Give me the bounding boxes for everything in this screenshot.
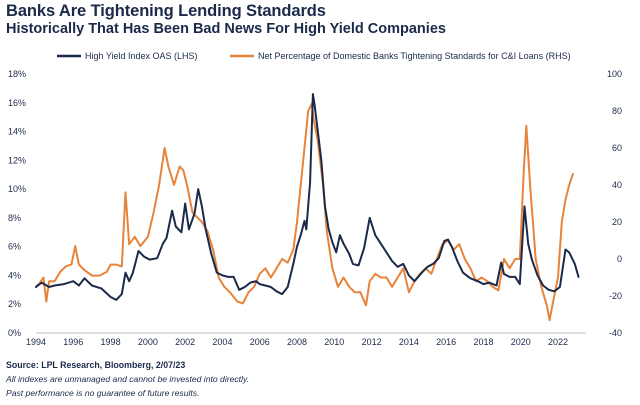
source-note: Source: LPL Research, Bloomberg, 2/07/23 xyxy=(6,360,186,370)
y-right-tick-label: -20 xyxy=(609,291,622,301)
y-left-tick-label: 18% xyxy=(8,69,26,79)
y-left-tick-label: 12% xyxy=(8,155,26,165)
y-left-tick-label: 0% xyxy=(8,328,21,338)
y-left-tick-label: 16% xyxy=(8,98,26,108)
x-tick-label: 2022 xyxy=(548,337,568,347)
x-tick-label: 2020 xyxy=(511,337,531,347)
x-tick-label: 2008 xyxy=(287,337,307,347)
x-tick-label: 1996 xyxy=(63,337,83,347)
y-right-tick-label: 0 xyxy=(617,254,622,264)
y-left-tick-label: 4% xyxy=(8,270,21,280)
disclaimer-performance: Past performance is no guarantee of futu… xyxy=(6,388,200,398)
x-tick-label: 1998 xyxy=(101,337,121,347)
x-tick-label: 2016 xyxy=(436,337,456,347)
series-line-banks-tightening xyxy=(35,102,574,322)
y-right-tick-label: -40 xyxy=(609,328,622,338)
y-right-tick-label: 20 xyxy=(612,217,622,227)
y-left-tick-label: 6% xyxy=(8,242,21,252)
axes: 1994 1996 1998 2000 2002 2004 2006 2008 2010 2012… xyxy=(8,69,622,347)
y-right-tick-label: 100 xyxy=(607,69,622,79)
y-left-tick-label: 2% xyxy=(8,299,21,309)
y-right-tick-label: 60 xyxy=(612,143,622,153)
x-tick-label: 2000 xyxy=(138,337,158,347)
chart-title: Banks Are Tightening Lending Standards xyxy=(6,2,326,20)
y-left-tick-label: 8% xyxy=(8,213,21,223)
legend-label-hy: High Yield Index OAS (LHS) xyxy=(85,51,198,61)
y-right-tick-label: 80 xyxy=(612,106,622,116)
x-tick-label: 2014 xyxy=(399,337,419,347)
x-tick-label: 2018 xyxy=(473,337,493,347)
y-left-tick-label: 14% xyxy=(8,127,26,137)
chart-subtitle: Historically That Has Been Bad News For … xyxy=(6,21,446,37)
legend-label-banks: Net Percentage of Domestic Banks Tighten… xyxy=(258,51,571,61)
legend: High Yield Index OAS (LHS) Net Percentag… xyxy=(57,51,571,61)
y-right-tick-label: 40 xyxy=(612,180,622,190)
plot-lines xyxy=(35,93,580,322)
x-tick-label: 2012 xyxy=(362,337,382,347)
x-tick-label: 1994 xyxy=(26,337,46,347)
x-tick-label: 2004 xyxy=(212,337,232,347)
y-left-tick-label: 10% xyxy=(8,184,26,194)
x-tick-label: 2002 xyxy=(175,337,195,347)
series-line-hy-oas xyxy=(35,93,580,301)
disclaimer-indexes: All indexes are unmanaged and cannot be … xyxy=(6,374,250,384)
x-tick-label: 2006 xyxy=(250,337,270,347)
x-tick-label: 2010 xyxy=(324,337,344,347)
